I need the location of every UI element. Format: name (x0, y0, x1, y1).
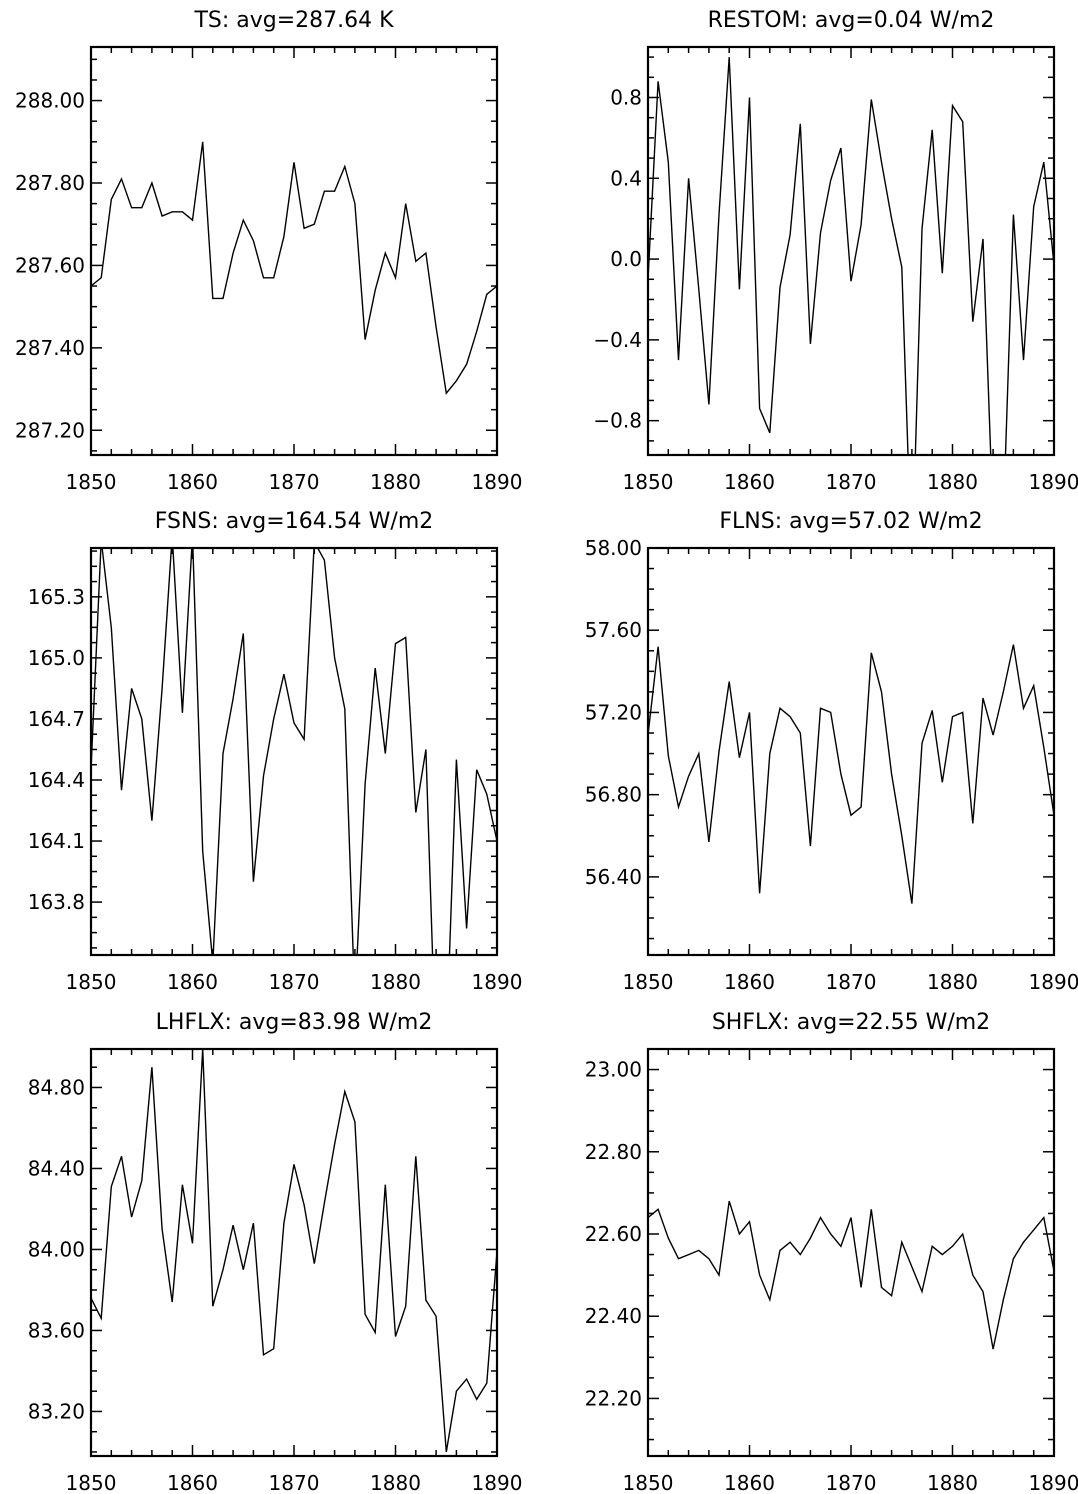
y-tick-label: 84.80 (28, 1075, 85, 1099)
chart-title: SHFLX: avg=22.55 W/m2 (712, 1010, 990, 1035)
x-tick-label: 1890 (1029, 970, 1078, 994)
chart-panel-5: LHFLX: avg=83.98 W/m2 1850 1860 1870 1880 189… (28, 1010, 523, 1494)
y-tick-label: 84.40 (28, 1156, 85, 1180)
series-line (648, 1200, 1054, 1350)
chart-panel-3: FSNS: avg=164.54 W/m2 1850 1860 1870 1880 189… (28, 509, 523, 994)
y-tick-label: −0.4 (593, 328, 642, 352)
series-line (91, 548, 497, 955)
x-tick-label: 1850 (623, 970, 674, 994)
y-tick-label: 56.40 (585, 865, 642, 889)
y-tick-label: 22.80 (585, 1140, 642, 1164)
x-tick-label: 1880 (927, 1471, 978, 1494)
x-tick-label: 1870 (269, 470, 320, 494)
x-tick-label: 1850 (623, 470, 674, 494)
x-tick-label: 1890 (1029, 470, 1078, 494)
x-tick-label: 1880 (370, 970, 421, 994)
y-tick-label: 164.7 (28, 707, 85, 731)
x-tick-label: 1870 (826, 470, 877, 494)
plot-frame (89, 546, 499, 957)
y-tick-label: 165.0 (28, 646, 85, 670)
y-tick-label: 164.1 (28, 829, 85, 853)
x-tick-label: 1890 (472, 970, 523, 994)
x-tick-label: 1850 (66, 470, 117, 494)
plot-frame (89, 45, 499, 457)
y-tick-label: 0.0 (610, 247, 642, 271)
y-tick-label: 83.60 (28, 1318, 85, 1342)
x-tick-label: 1880 (927, 470, 978, 494)
y-tick-label: 84.00 (28, 1237, 85, 1261)
x-tick-label: 1880 (927, 970, 978, 994)
plot-frame (89, 1047, 499, 1458)
y-tick-label: 164.4 (28, 768, 85, 792)
chart-title: FLNS: avg=57.02 W/m2 (719, 509, 982, 534)
series-line (91, 141, 497, 395)
y-tick-label: 163.8 (28, 890, 85, 914)
y-tick-label: 0.8 (610, 85, 642, 109)
x-tick-label: 1860 (724, 970, 775, 994)
x-tick-label: 1890 (472, 470, 523, 494)
y-tick-label: 56.80 (585, 783, 642, 807)
x-tick-label: 1860 (724, 470, 775, 494)
x-tick-label: 1850 (66, 1471, 117, 1494)
x-tick-label: 1860 (724, 1471, 775, 1494)
chart-panel-1: TS: avg=287.64 K 1850 1860 1870 1880 1890 287.… (15, 8, 522, 494)
y-tick-label: 287.60 (15, 253, 85, 277)
chart-title: FSNS: avg=164.54 W/m2 (155, 509, 434, 534)
chart-panel-2: RESTOM: avg=0.04 W/m2 1850 1860 1870 1880 189… (593, 8, 1078, 494)
y-tick-label: 288.00 (15, 89, 85, 113)
series-line (648, 644, 1054, 904)
x-tick-label: 1870 (826, 970, 877, 994)
y-tick-label: −0.8 (593, 409, 642, 433)
y-tick-label: 23.00 (585, 1058, 642, 1082)
plot-frame (646, 1047, 1056, 1458)
x-tick-label: 1870 (269, 970, 320, 994)
x-tick-label: 1860 (167, 470, 218, 494)
x-tick-label: 1870 (826, 1471, 877, 1494)
y-tick-label: 22.60 (585, 1222, 642, 1246)
series-line (91, 1049, 497, 1453)
y-tick-label: 287.20 (15, 418, 85, 442)
x-tick-label: 1850 (66, 970, 117, 994)
y-tick-label: 22.20 (585, 1386, 642, 1410)
plot-frame (646, 546, 1056, 957)
chart-title: RESTOM: avg=0.04 W/m2 (708, 8, 995, 33)
x-tick-label: 1850 (623, 1471, 674, 1494)
y-tick-label: 287.80 (15, 171, 85, 195)
y-tick-label: 58.00 (585, 536, 642, 560)
y-tick-label: 57.60 (585, 618, 642, 642)
chart-title: LHFLX: avg=83.98 W/m2 (156, 1010, 433, 1035)
y-tick-label: 287.40 (15, 336, 85, 360)
y-tick-label: 0.4 (610, 166, 642, 190)
x-tick-label: 1870 (269, 1471, 320, 1494)
chart-panel-6: SHFLX: avg=22.55 W/m2 1850 1860 1870 1880 189… (585, 1010, 1078, 1494)
x-tick-label: 1890 (472, 1471, 523, 1494)
y-tick-label: 57.20 (585, 700, 642, 724)
x-tick-label: 1860 (167, 970, 218, 994)
x-tick-label: 1880 (370, 1471, 421, 1494)
y-tick-label: 22.40 (585, 1304, 642, 1328)
chart-panel-4: FLNS: avg=57.02 W/m2 1850 1860 1870 1880 1890… (585, 509, 1078, 994)
x-tick-label: 1860 (167, 1471, 218, 1494)
x-tick-label: 1890 (1029, 1471, 1078, 1494)
x-tick-label: 1880 (370, 470, 421, 494)
y-tick-label: 83.20 (28, 1399, 85, 1423)
series-line (648, 57, 1054, 455)
chart-title: TS: avg=287.64 K (193, 8, 394, 33)
y-tick-label: 165.3 (28, 585, 85, 609)
